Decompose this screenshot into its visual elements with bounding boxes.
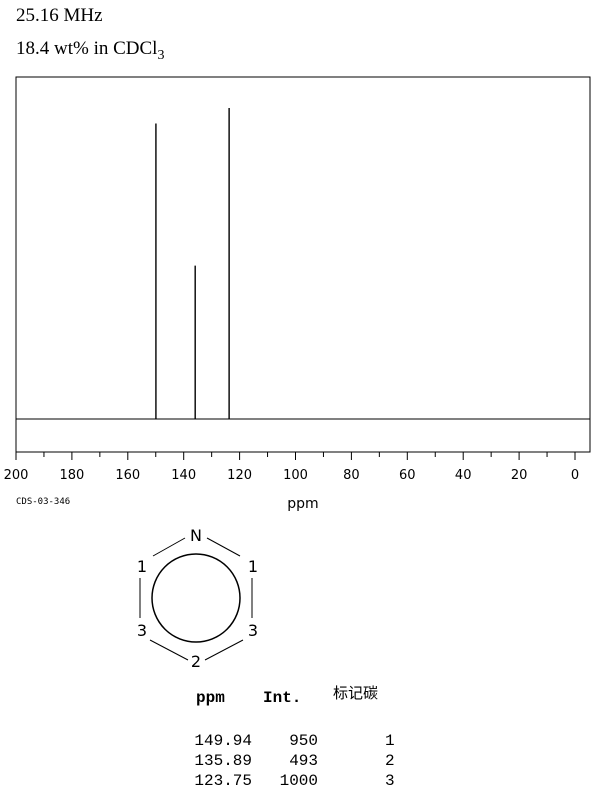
spectrum-code: CDS-03-346 [16,497,71,507]
nmr-spectrum-chart: 200 180 160 140 120 100 80 60 40 20 0 ppm [4,76,591,512]
solvent-text: 18.4 wt% in CDCl [16,38,158,59]
solvent-subscript: 3 [157,48,165,63]
x-tick-label: 120 [227,468,252,483]
aromatic-ring [151,553,241,643]
bond [152,537,186,557]
table-cell-ppm: 123.75 [194,772,252,790]
carbon-label: 3 [248,621,258,640]
bond [206,537,241,557]
x-tick-label: 80 [343,468,360,483]
table-cell-int: 493 [289,752,318,770]
x-tick-label: 180 [59,468,84,483]
x-tick-label: 200 [4,468,29,483]
x-tick-label: 100 [283,468,308,483]
table-cell-int: 1000 [279,772,318,790]
spectrometer-frequency: 25.16 MHz [16,5,103,26]
table-cell-ppm: 135.89 [194,752,252,770]
bond [149,639,189,661]
x-tick-label: 20 [511,468,528,483]
header-ppm: ppm [196,689,225,707]
x-tick-label: 140 [171,468,196,483]
carbon-label: 3 [137,621,147,640]
header-labeled-carbon: 标记碳 [333,684,379,702]
table-cell-carbon: 2 [385,752,395,770]
table-cell-ppm: 149.94 [194,732,252,750]
bond [204,639,244,661]
x-tick-label: 60 [399,468,416,483]
x-tick-label: 160 [115,468,140,483]
table-cell-carbon: 1 [385,732,395,750]
plot-frame [15,76,591,453]
header-int: Int. [263,689,302,707]
carbon-label: 1 [137,557,147,576]
x-tick-label: 40 [455,468,472,483]
carbon-label: 1 [248,557,258,576]
carbon-label: 2 [191,652,201,671]
table-cell-carbon: 3 [385,772,395,790]
x-axis-ticks: 200 180 160 140 120 100 80 60 40 20 0 [4,452,579,483]
nitrogen-label: N [190,526,202,545]
sample-solvent: 18.4 wt% in CDCl3 [16,38,164,64]
table-cell-int: 950 [289,732,318,750]
peak-group [155,108,230,419]
x-tick-label: 0 [571,468,579,483]
x-axis-label: ppm [287,496,318,512]
